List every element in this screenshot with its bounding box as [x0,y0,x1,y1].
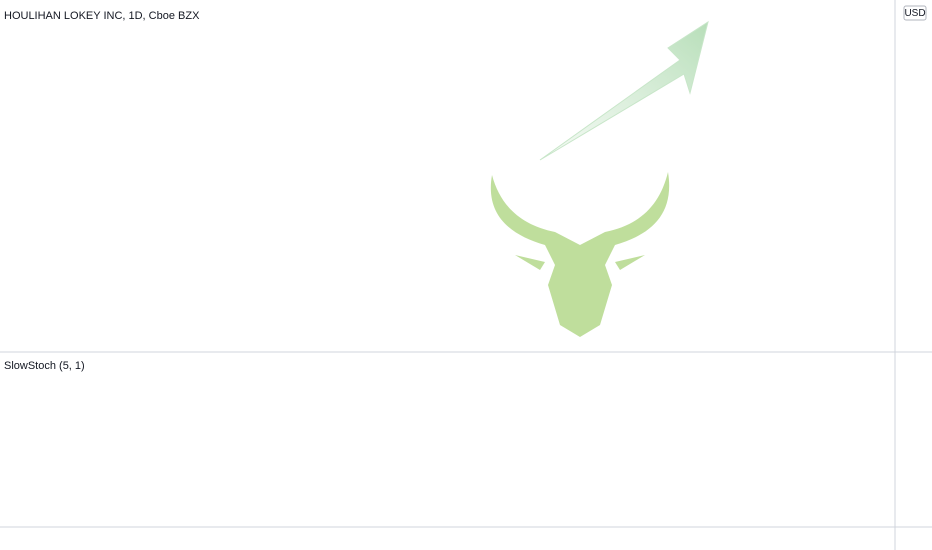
chart-title: HOULIHAN LOKEY INC, 1D, Cboe BZX [4,10,200,22]
currency-box [903,5,927,21]
arrow-decoration [539,20,709,161]
currency: USD [904,8,925,19]
indicator-title: SlowStoch (5, 1) [4,360,85,372]
bull-logo [490,172,670,337]
